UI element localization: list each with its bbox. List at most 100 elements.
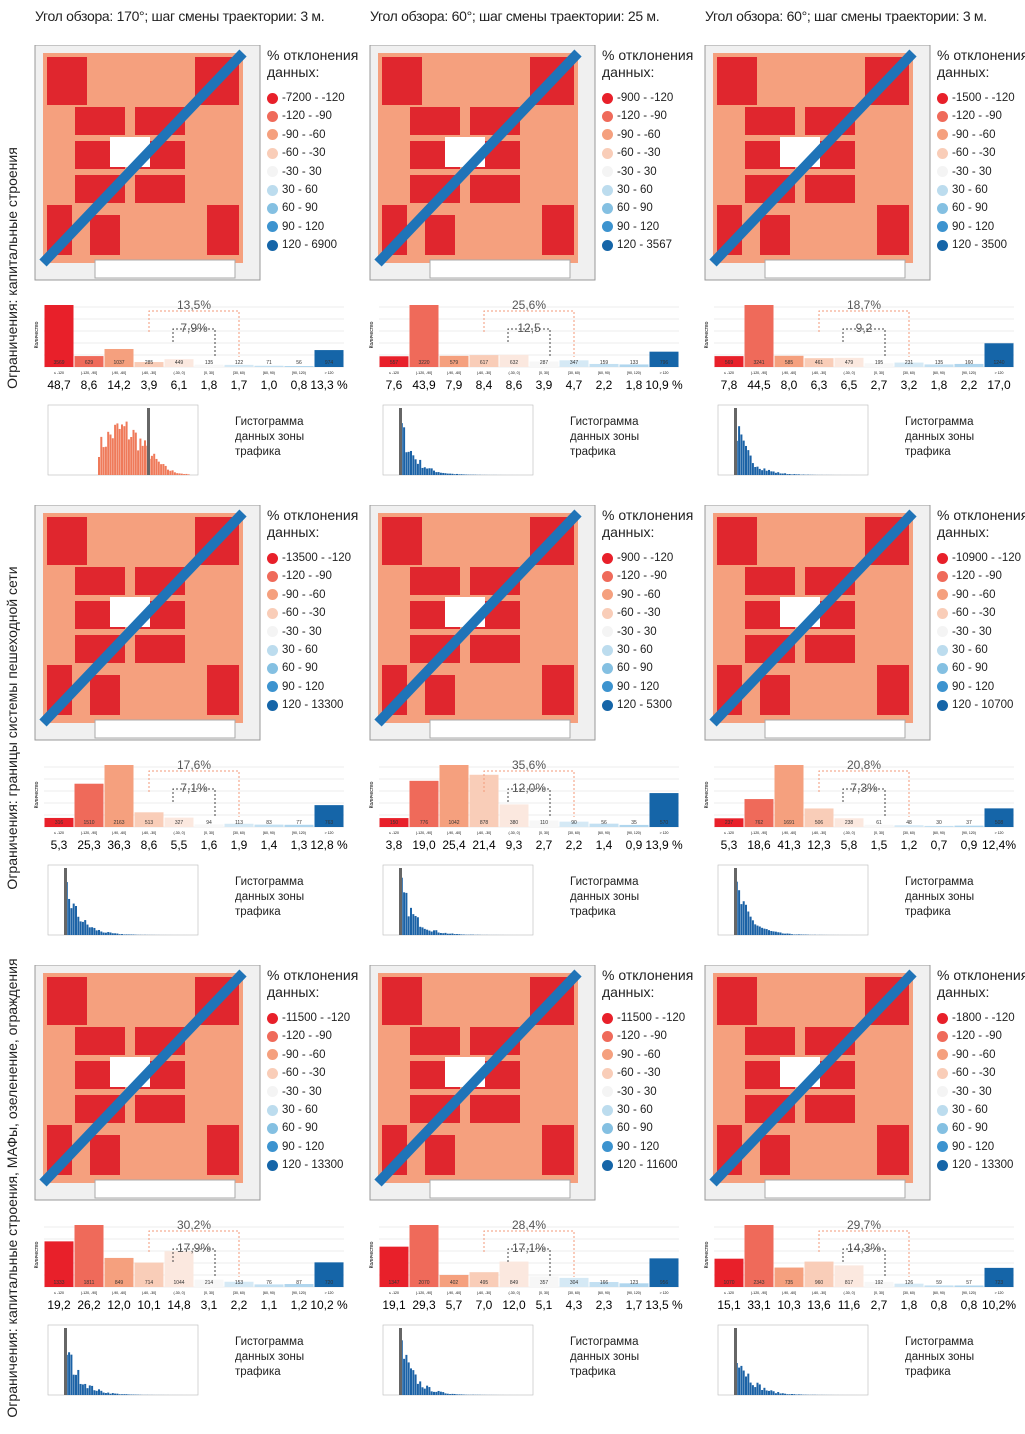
map-bottom (765, 720, 905, 738)
histogram-bar (424, 929, 426, 935)
histogram-bar (766, 471, 768, 475)
legend-label: -120 - -90 (617, 110, 667, 122)
legend-item: 60 - 90 (937, 199, 988, 217)
legend-label: 120 - 6900 (282, 239, 337, 251)
bar (410, 1225, 439, 1287)
bar-count: 3220 (418, 360, 429, 366)
histogram-zero (734, 408, 737, 475)
legend-title: % отклонения данных: (937, 967, 1025, 1001)
percent-label: 13,5 % (645, 1298, 683, 1312)
percent-label: 12,8 % (310, 838, 348, 852)
legend-label: -30 - 30 (282, 1086, 322, 1098)
legend-label: 90 - 120 (952, 1141, 994, 1153)
histogram-bar (766, 1390, 768, 1395)
legend-swatch (267, 1086, 278, 1097)
legend-swatch (602, 645, 613, 656)
bracket-label: 20,8% (847, 758, 881, 772)
bin-label: ≤ -120 (54, 831, 64, 835)
histogram-bar (431, 932, 433, 935)
bin-label: (-90, -60] (782, 1291, 796, 1295)
bracket-label: 13,5% (177, 298, 211, 312)
legend-item: 120 - 13300 (267, 696, 343, 714)
histogram-bar (73, 904, 75, 935)
bar-count: 1037 (113, 360, 124, 366)
bar-count: 776 (420, 820, 429, 826)
bin-label: (-30, 0] (173, 371, 184, 375)
histogram-bar (403, 1359, 405, 1395)
count-axis-label: Количество (369, 1241, 375, 1268)
bar (105, 765, 134, 827)
legend-label: -60 - -30 (617, 147, 660, 159)
histogram-bar (768, 470, 770, 475)
bar-count: 166 (600, 1280, 609, 1286)
percent-label: 36,3 (107, 838, 131, 852)
percent-label: 4,7 (566, 378, 583, 392)
histogram-bar (70, 1355, 72, 1395)
bin-label: ≤ -120 (54, 1291, 64, 1295)
histogram-bar (408, 1362, 410, 1395)
legend-swatch (602, 1160, 613, 1171)
legend-swatch (937, 1105, 948, 1116)
histogram-bar (408, 452, 410, 475)
legend-swatch (937, 1141, 948, 1152)
histogram-bar (412, 455, 414, 475)
histogram-bar (172, 470, 174, 475)
legend-label: -11500 - -120 (617, 1012, 685, 1024)
bracket-label: 12,0% (512, 781, 546, 795)
percent-label: 0,8 (291, 378, 308, 392)
bin-label: (-60, -30] (812, 371, 826, 375)
legend-swatch (937, 93, 948, 104)
percent-label: 21,4 (472, 838, 496, 852)
histogram-bar (435, 930, 437, 935)
bar-count: 585 (785, 360, 794, 366)
bar-count: 380 (510, 820, 519, 826)
histogram-caption: Гистограмма данных зоны трафика (235, 415, 330, 460)
percent-label: 1,8 (201, 378, 218, 392)
legend-item: -60 - -30 (267, 144, 325, 162)
bin-label: (-120, -90] (751, 831, 767, 835)
bar-count: 57 (966, 1280, 972, 1286)
histogram-caption: Гистограмма данных зоны трафика (235, 875, 330, 920)
bar-count: 35 (631, 820, 637, 826)
percent-label: 1,2 (291, 1298, 308, 1312)
percent-label: 33,1 (747, 1298, 771, 1312)
histogram-bar (743, 1371, 745, 1395)
histogram-zero (399, 408, 402, 475)
percent-label: 6,1 (171, 378, 188, 392)
legend-title: % отклонения данных: (602, 967, 698, 1001)
legend-swatch (937, 608, 948, 619)
legend-label: 30 - 60 (617, 1104, 653, 1116)
histogram-bar (738, 426, 740, 475)
histogram-bar (445, 1393, 447, 1395)
histogram-bar (757, 467, 759, 475)
legend-item: 60 - 90 (602, 199, 653, 217)
bar-count: 763 (325, 820, 334, 826)
histogram-bar (105, 1393, 107, 1395)
bin-label: [0, 30] (204, 831, 214, 835)
legend-item: 120 - 11600 (602, 1156, 678, 1174)
legend-label: -60 - -30 (617, 607, 660, 619)
percent-label: 3,2 (901, 378, 918, 392)
legend-item: -60 - -30 (937, 604, 995, 622)
bin-label: (-30, 0] (508, 371, 519, 375)
legend-item: -120 - -90 (602, 567, 667, 585)
histogram-bar (77, 1370, 79, 1395)
legend-item: 60 - 90 (267, 199, 318, 217)
histogram-bar (412, 1370, 414, 1395)
bar-count: 629 (85, 360, 94, 366)
bar-count: 287 (540, 360, 549, 366)
legend-swatch (267, 1160, 278, 1171)
bar-count: 449 (175, 360, 184, 366)
legend-item: -120 - -90 (267, 1027, 332, 1045)
map-block (760, 675, 790, 715)
map-block (382, 977, 422, 1025)
percent-label: 1,8 (931, 378, 948, 392)
histogram-bar (107, 432, 109, 475)
histogram-bar (793, 1394, 795, 1395)
legend-swatch (267, 240, 278, 251)
histogram-bar (745, 1377, 747, 1395)
bracket-label: 18,7% (847, 298, 881, 312)
legend-swatch (937, 571, 948, 582)
percent-label: 18,6 (747, 838, 771, 852)
percent-label: 0,7 (931, 838, 948, 852)
